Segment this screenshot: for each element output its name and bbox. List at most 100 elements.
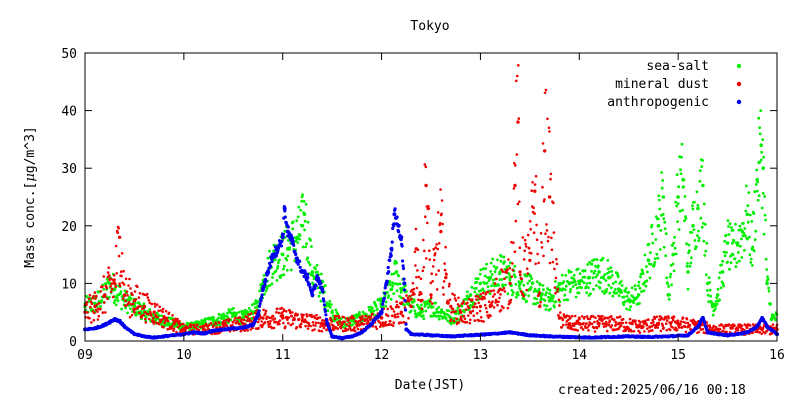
data-point bbox=[671, 326, 674, 329]
data-point bbox=[319, 325, 322, 328]
data-point bbox=[693, 239, 697, 242]
data-point bbox=[310, 245, 313, 248]
data-point bbox=[547, 126, 551, 130]
data-point bbox=[537, 287, 541, 291]
data-point bbox=[299, 325, 303, 329]
x-tick-label: 13 bbox=[473, 348, 489, 363]
data-point bbox=[305, 242, 308, 246]
data-point bbox=[543, 299, 547, 302]
data-point bbox=[122, 293, 127, 297]
data-point bbox=[621, 321, 624, 325]
data-point bbox=[301, 245, 305, 249]
data-point bbox=[164, 309, 168, 313]
data-point bbox=[447, 284, 451, 288]
data-point bbox=[302, 200, 306, 203]
data-point bbox=[310, 292, 315, 297]
data-point bbox=[607, 323, 611, 327]
data-point bbox=[262, 274, 266, 277]
data-point bbox=[144, 317, 147, 321]
data-point bbox=[723, 254, 727, 258]
data-point bbox=[422, 317, 426, 321]
data-point bbox=[547, 334, 552, 339]
data-point bbox=[656, 326, 660, 329]
data-point bbox=[658, 248, 662, 251]
data-point bbox=[255, 309, 258, 312]
data-point bbox=[765, 329, 769, 333]
data-point bbox=[268, 249, 271, 253]
data-point bbox=[617, 322, 621, 326]
data-point bbox=[211, 319, 216, 323]
data-point bbox=[395, 261, 398, 265]
data-point bbox=[570, 314, 574, 318]
data-point bbox=[431, 265, 435, 268]
data-point bbox=[756, 330, 759, 334]
data-point bbox=[248, 317, 251, 321]
data-point bbox=[744, 209, 748, 213]
data-point bbox=[289, 268, 293, 272]
data-point bbox=[265, 269, 270, 274]
data-point bbox=[119, 290, 123, 294]
data-point bbox=[697, 236, 701, 240]
data-point bbox=[675, 173, 679, 177]
data-point bbox=[422, 238, 425, 242]
data-point bbox=[268, 264, 273, 268]
data-point bbox=[337, 323, 340, 326]
data-point bbox=[273, 317, 277, 320]
data-point bbox=[104, 311, 107, 314]
data-point bbox=[572, 328, 575, 331]
data-point bbox=[155, 311, 159, 315]
data-point bbox=[700, 316, 705, 320]
data-point bbox=[512, 241, 515, 244]
data-point bbox=[222, 319, 226, 323]
data-point bbox=[437, 269, 441, 272]
data-point bbox=[92, 326, 97, 331]
data-point bbox=[452, 310, 455, 314]
data-point bbox=[720, 270, 725, 274]
data-point bbox=[707, 276, 711, 280]
data-point bbox=[279, 276, 282, 279]
data-point bbox=[715, 302, 719, 306]
data-point bbox=[286, 234, 290, 238]
data-point bbox=[474, 277, 478, 280]
data-point bbox=[554, 280, 557, 283]
data-point bbox=[387, 294, 391, 298]
data-point bbox=[630, 329, 633, 333]
data-point bbox=[439, 314, 442, 318]
data-point bbox=[697, 239, 701, 243]
data-point bbox=[435, 307, 439, 311]
data-point bbox=[190, 321, 194, 325]
x-tick-label: 15 bbox=[670, 348, 686, 363]
data-point bbox=[583, 275, 586, 279]
data-point bbox=[624, 329, 627, 333]
data-point bbox=[433, 252, 437, 255]
data-point bbox=[346, 328, 350, 331]
data-point bbox=[760, 332, 763, 336]
data-point bbox=[320, 272, 323, 276]
data-point bbox=[764, 257, 768, 261]
data-point bbox=[401, 264, 405, 268]
data-point bbox=[374, 305, 378, 308]
data-point bbox=[529, 227, 532, 231]
data-point bbox=[641, 269, 644, 273]
data-point bbox=[186, 326, 190, 330]
data-point bbox=[310, 270, 315, 274]
data-point bbox=[567, 335, 572, 339]
data-point bbox=[360, 317, 364, 320]
data-point bbox=[739, 244, 742, 248]
data-point bbox=[87, 297, 91, 301]
data-point bbox=[98, 302, 101, 305]
data-point bbox=[601, 290, 604, 293]
data-point bbox=[608, 319, 612, 322]
data-point bbox=[592, 271, 596, 275]
data-point bbox=[665, 319, 669, 322]
data-point bbox=[375, 327, 379, 331]
data-point bbox=[656, 322, 661, 326]
data-point bbox=[282, 206, 287, 211]
data-point bbox=[514, 219, 518, 223]
data-point bbox=[439, 188, 442, 191]
data-point bbox=[361, 315, 364, 318]
data-point bbox=[142, 302, 146, 306]
data-point bbox=[129, 307, 132, 310]
data-point bbox=[460, 317, 463, 321]
